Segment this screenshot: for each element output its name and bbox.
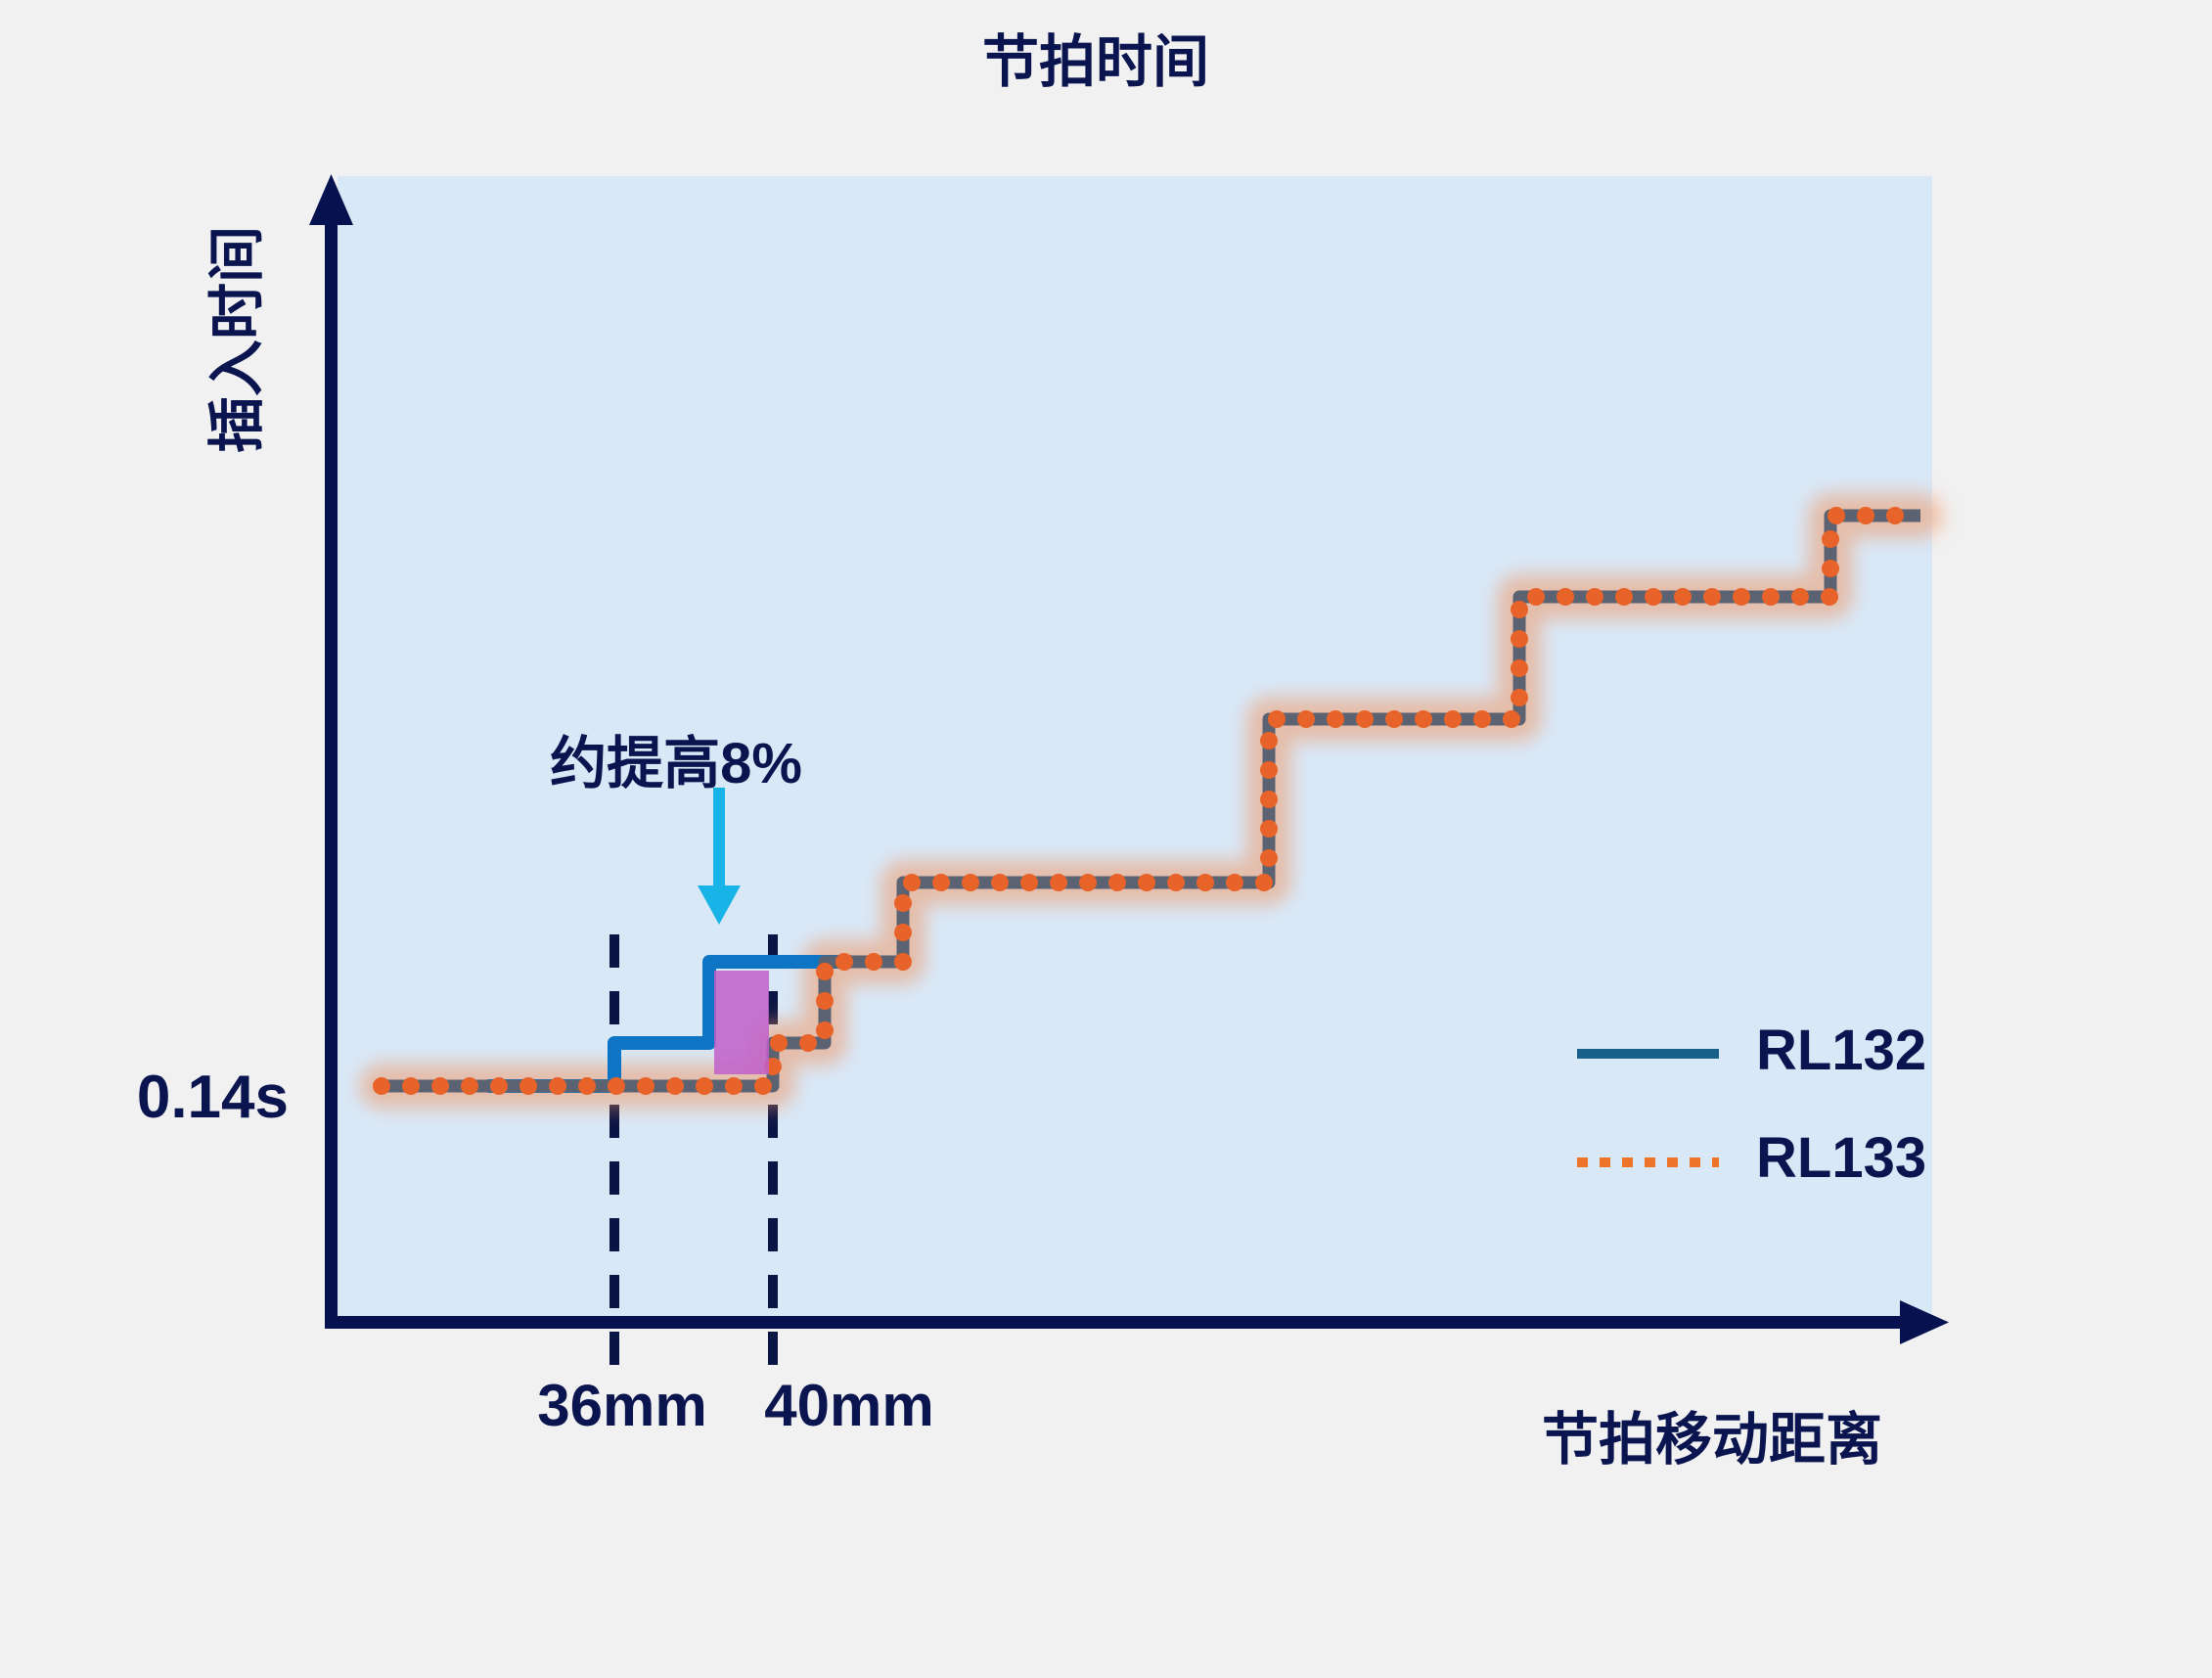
series-layer — [359, 493, 1943, 1384]
x-tick-label-40mm: 40mm — [764, 1373, 934, 1438]
improvement-highlight-rect — [714, 971, 769, 1074]
annotation-arrow-shaft — [713, 788, 725, 885]
y-tick-label: 0.14s — [136, 1064, 289, 1131]
y-axis-arrowhead-icon — [309, 174, 353, 225]
plot-area — [338, 176, 1932, 1316]
improvement-annotation: 约提高8% — [550, 732, 802, 795]
legend-swatch-rl132 — [1577, 1049, 1719, 1059]
x-axis-line — [325, 1316, 1903, 1329]
x-axis-title: 节拍移动距离 — [1541, 1408, 1882, 1472]
y-axis-title: 插入时间 — [205, 225, 269, 454]
chart-title: 节拍时间 — [981, 30, 1209, 94]
x-axis-arrowhead-icon — [1900, 1300, 1949, 1344]
x-tick-label-36mm: 36mm — [537, 1373, 707, 1438]
legend-swatch-rl133 — [1577, 1157, 1719, 1167]
legend-label-rl133: RL133 — [1756, 1126, 1927, 1190]
annotation-arrow-head-icon — [698, 885, 741, 925]
y-axis-line — [325, 217, 338, 1329]
legend-label-rl132: RL132 — [1756, 1019, 1927, 1082]
series-rl133-dots — [373, 507, 1929, 1095]
